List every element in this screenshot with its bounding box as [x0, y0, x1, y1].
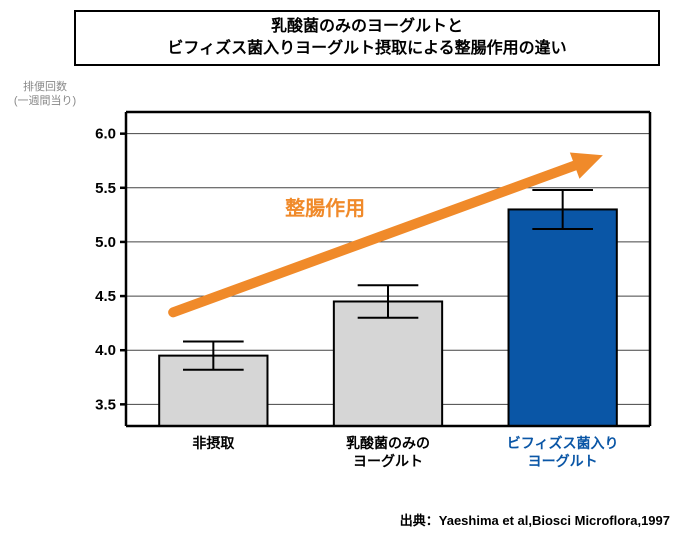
y-tick-label: 4.5: [95, 288, 116, 305]
x-tick-label: ヨーグルト: [353, 453, 423, 469]
annotation-text: 整腸作用: [284, 196, 365, 220]
x-tick-label: ヨーグルト: [528, 453, 598, 469]
y-tick-label: 6.0: [95, 126, 116, 143]
chart-title-line1: 乳酸菌のみのヨーグルトと: [271, 16, 463, 38]
y-tick-label: 4.0: [95, 342, 116, 359]
y-tick-label: 3.5: [95, 396, 116, 413]
citation-text: 出典：Yaeshima et al,Biosci Microflora,1997: [400, 510, 670, 529]
bar-chart-svg: 3.54.04.55.05.56.0非摂取乳酸菌のみのヨーグルトビフィズス菌入り…: [74, 106, 660, 480]
bar: [509, 209, 617, 426]
y-tick-label: 5.5: [95, 180, 116, 197]
chart-figure: 乳酸菌のみのヨーグルトと ビフィズス菌入りヨーグルト摂取による整腸作用の違い 排…: [0, 0, 700, 541]
y-axis-label-line1: 排便回数: [10, 80, 80, 94]
y-tick-label: 5.0: [95, 234, 116, 251]
x-tick-label: ビフィズス菌入り: [507, 435, 619, 451]
x-tick-label: 乳酸菌のみの: [346, 435, 430, 451]
chart-title-line2: ビフィズス菌入りヨーグルト摂取による整腸作用の違い: [167, 38, 566, 60]
x-tick-label: 非摂取: [192, 435, 235, 451]
chart-title-box: 乳酸菌のみのヨーグルトと ビフィズス菌入りヨーグルト摂取による整腸作用の違い: [74, 10, 660, 66]
y-axis-label: 排便回数 (一週間当り): [10, 80, 80, 109]
y-axis-label-line2: (一週間当り): [10, 94, 80, 108]
bar: [334, 301, 442, 426]
